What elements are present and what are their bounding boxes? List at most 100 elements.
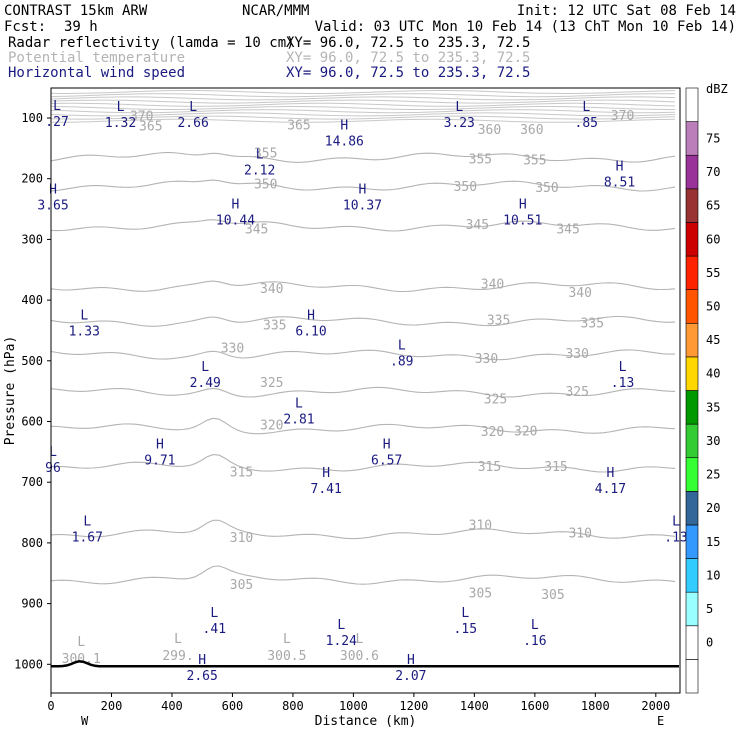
theta-label: 330 — [475, 352, 498, 367]
theta-extremum-kind: L — [283, 632, 291, 647]
theta-extremum-kind: L — [356, 632, 364, 647]
wind-extremum-value: 3.23 — [444, 116, 475, 131]
wind-extremum-kind: L — [582, 100, 590, 115]
colorbar-label: 45 — [706, 333, 720, 347]
wind-extremum-value: .15 — [454, 622, 477, 637]
theta-label: 350 — [535, 181, 558, 196]
theta-contours — [50, 90, 676, 585]
colorbar-label: 75 — [706, 131, 720, 145]
model-title: CONTRAST 15km ARW — [4, 3, 148, 19]
wind-extremum: L1.33 — [69, 308, 100, 339]
theta-contour-upper — [50, 106, 675, 110]
x-tick-label: 1600 — [520, 699, 549, 713]
theta-label: 350 — [454, 180, 477, 195]
y-axis: 100 200 300 400 500 600 700 800 900 1000 — [14, 111, 51, 671]
theta-contour-upper — [50, 109, 676, 114]
x-tick-label: 800 — [282, 699, 304, 713]
theta-label: 325 — [484, 392, 507, 407]
theta-contour-325 — [50, 386, 676, 398]
wind-extremum: H2.07 — [395, 653, 426, 684]
wind-extremum-value: .13 — [664, 531, 687, 546]
theta-label: 365 — [139, 119, 162, 134]
wind-extremum-kind: H — [616, 160, 624, 175]
wind-extremum-kind: L — [53, 99, 61, 114]
x-tick-label: 2000 — [641, 699, 670, 713]
wind-extremum: L.41 — [203, 606, 226, 637]
x-tick-label: 1400 — [460, 699, 489, 713]
theta-label: 355 — [469, 153, 492, 168]
init-time: Init: 12 UTC Sat 08 Feb 14 — [517, 3, 736, 19]
wind-extremum: L1.32 — [105, 100, 136, 131]
theta-contour-upper — [51, 118, 676, 123]
valid-time: Valid: 03 UTC Mon 10 Feb 14 (13 ChT Mon … — [315, 19, 736, 35]
wind-extremum-value: 4.17 — [595, 482, 626, 497]
theta-extremum-kind: L — [174, 632, 182, 647]
x-tick-label: 200 — [101, 699, 123, 713]
theta-label: 365 — [287, 119, 310, 134]
theta-label: 315 — [544, 460, 567, 475]
theta-extremum-kind: L — [77, 635, 85, 650]
wind-extremum-kind: H — [156, 438, 164, 453]
field-xy: XY= 96.0, 72.5 to 235.3, 72.5 — [286, 65, 530, 81]
wind-extremum-kind: L — [337, 618, 345, 633]
x-tick-label: 1200 — [399, 699, 428, 713]
colorbar-label: 60 — [706, 232, 720, 246]
reflectivity-colorbar: 0 5 10 15 20 25 30 35 40 45 50 55 60 65 70 75 — [685, 87, 720, 694]
theta-label: 310 — [568, 527, 591, 542]
wind-extremum: L2.66 — [177, 100, 208, 131]
theta-label: 325 — [260, 376, 283, 391]
theta-contour-upper — [50, 102, 676, 107]
y-tick-label: 200 — [21, 172, 43, 186]
wind-extremum-value: 1.24 — [326, 634, 357, 649]
theta-contour-310 — [50, 519, 676, 540]
wind-extremum-value: 9.71 — [144, 454, 175, 469]
wind-extremum: H2.65 — [187, 653, 218, 684]
wind-extremum-value: 1.32 — [105, 116, 136, 131]
colorbar-label: 5 — [706, 602, 713, 616]
theta-contour-355 — [50, 152, 676, 163]
wind-extremum: H8.51 — [604, 160, 635, 191]
wind-extremum-value: 7.41 — [311, 482, 342, 497]
wind-extremum-kind: H — [359, 183, 367, 198]
wind-extremum-kind: H — [198, 653, 206, 668]
wind-extremum-kind: H — [307, 308, 315, 323]
field-name: Potential temperature — [8, 50, 185, 66]
x-axis-label: Distance (km) — [315, 714, 417, 729]
theta-label: 360 — [478, 123, 501, 138]
theta-contour-upper — [50, 115, 676, 120]
wind-extremum-kind: L — [461, 606, 469, 621]
wind-extremum-value: 2.12 — [244, 163, 275, 178]
wind-extremum: L2.12 — [244, 147, 275, 178]
wind-extremum-value: .13 — [611, 376, 634, 391]
theta-contour-345 — [50, 219, 676, 232]
colorbar-label: 70 — [706, 165, 720, 179]
wind-extremum-value: 6.57 — [371, 454, 402, 469]
colorbar-swatch — [685, 591, 699, 627]
theta-extremum: L 300.6 — [340, 632, 379, 664]
theta-label: 370 — [130, 110, 153, 125]
colorbar-swatch — [685, 87, 699, 122]
wind-extremum: L.89 — [390, 339, 413, 370]
wind-extremum-kind: H — [383, 438, 391, 453]
y-tick-label: 300 — [21, 232, 43, 246]
wind-extremum: H6.57 — [371, 438, 402, 469]
y-tick-label: 1000 — [14, 657, 43, 671]
wind-extremum: H7.41 — [311, 466, 342, 497]
wind-extremum-kind: L — [201, 360, 209, 375]
wind-extremum-value: 6.10 — [295, 324, 326, 339]
wind-extremum-kind: H — [322, 466, 330, 481]
colorbar-label: 0 — [706, 636, 713, 650]
colorbar-label: 15 — [706, 535, 720, 549]
wind-extremum-kind: H — [519, 197, 527, 212]
theta-extremum-value: 300.5 — [267, 649, 306, 664]
theta-label: 340 — [568, 286, 591, 301]
wind-extremum-kind: L — [531, 618, 539, 633]
x-axis: 0 200 400 600 800 1000 1200 1400 1600 1800 2000 — [47, 693, 670, 713]
wind-extremum-kind: H — [407, 653, 415, 668]
theta-label: 370 — [611, 109, 634, 124]
theta-label: 315 — [478, 460, 501, 475]
theta-label: 315 — [230, 465, 253, 480]
x-axis-west-label: W — [81, 714, 89, 728]
y-tick-label: 800 — [21, 536, 43, 550]
wind-extremum-value: 1.33 — [69, 324, 100, 339]
